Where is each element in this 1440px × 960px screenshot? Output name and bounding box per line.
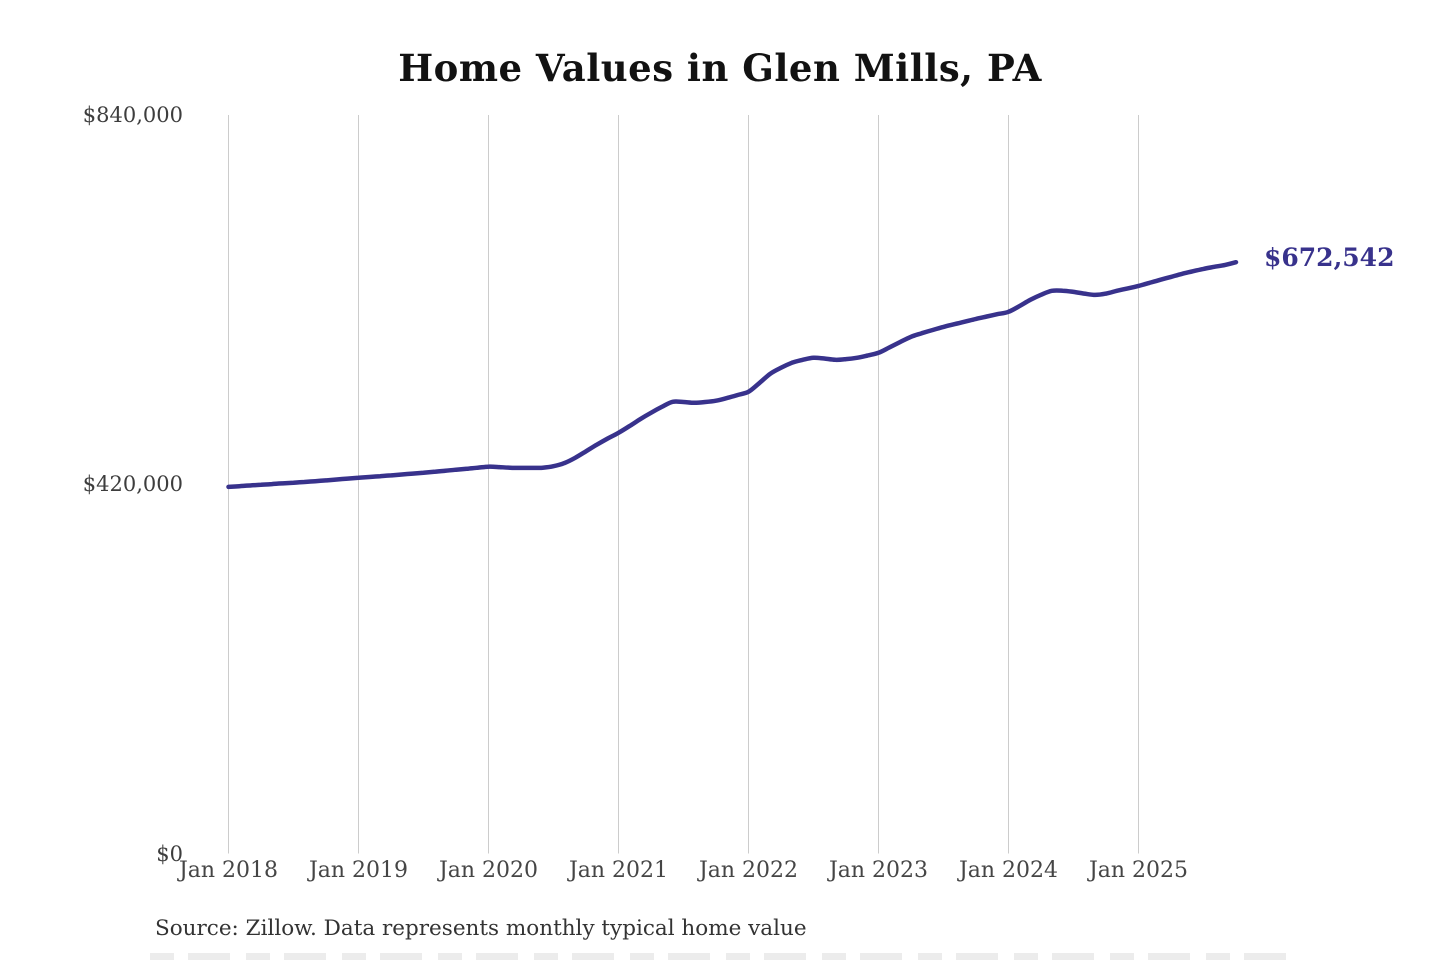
x-axis-tick-label: Jan 2020 <box>438 858 539 883</box>
chart-title: Home Values in Glen Mills, PA <box>398 46 1042 90</box>
x-axis-tick-label: Jan 2024 <box>958 858 1059 883</box>
home-value-line <box>226 259 1239 490</box>
y-axis-tick-label: $0 <box>156 841 183 866</box>
y-axis-tick-label: $420,000 <box>82 472 183 497</box>
vertical-gridlines <box>228 115 1139 854</box>
cropped-bottom-text-remnant <box>150 953 1300 960</box>
source-note: Source: Zillow. Data represents monthly … <box>155 916 807 941</box>
x-axis-tick-label: Jan 2022 <box>698 858 799 883</box>
x-axis-tick-label: Jan 2025 <box>1088 858 1189 883</box>
x-axis-tick-label: Jan 2021 <box>568 858 669 883</box>
current-value-label: $672,542 <box>1264 243 1395 273</box>
x-axis-tick-label: Jan 2023 <box>828 858 929 883</box>
x-axis-tick-label: Jan 2018 <box>178 858 279 883</box>
x-axis-tick-label: Jan 2019 <box>308 858 409 883</box>
y-axis-tick-label: $840,000 <box>82 103 183 127</box>
